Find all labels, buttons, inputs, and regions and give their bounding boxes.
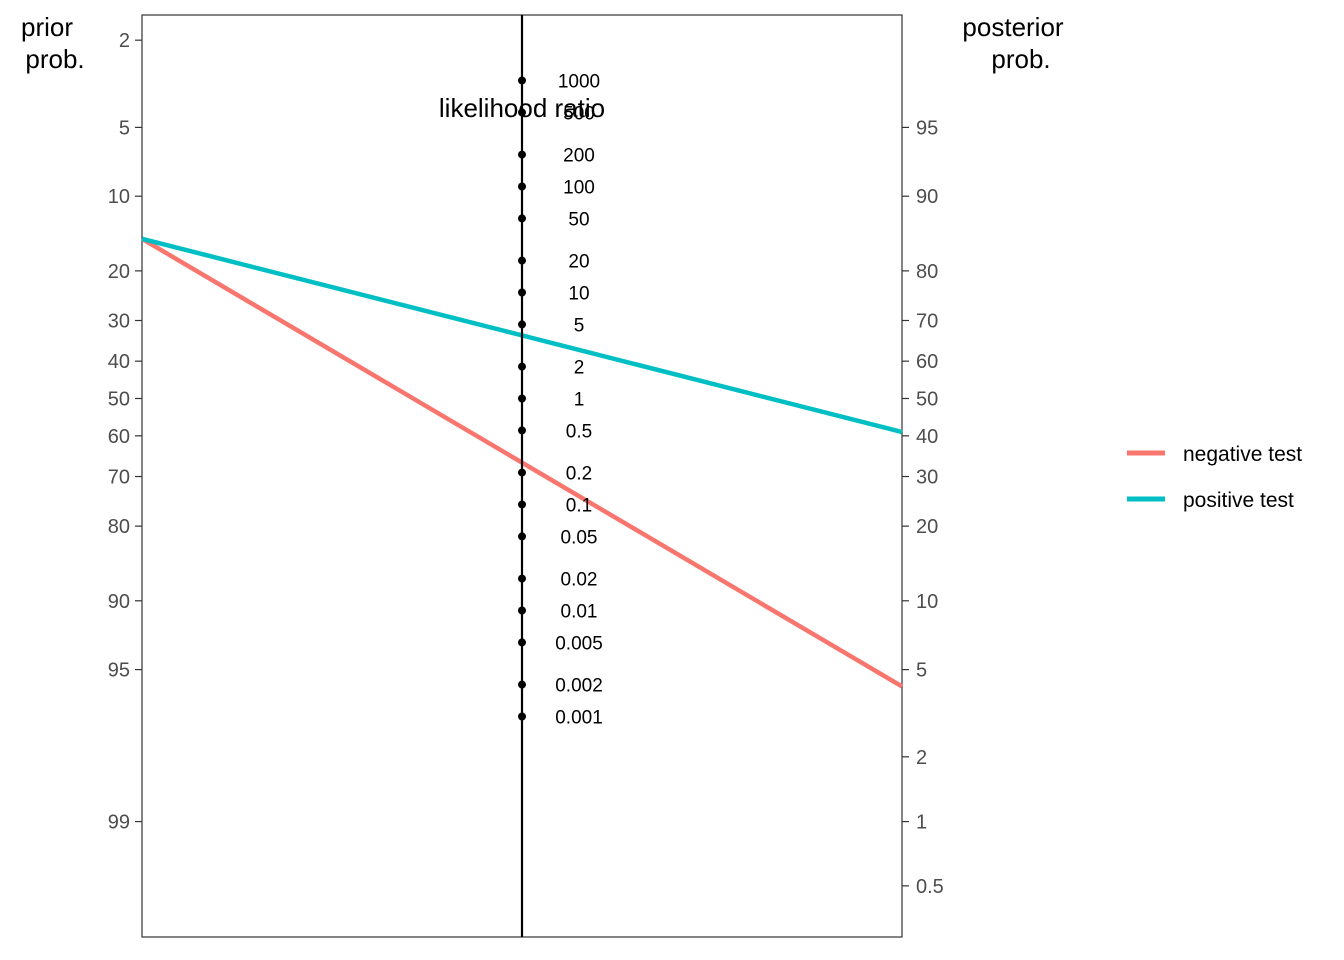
lr-tick-label: 0.01 [561, 602, 598, 623]
posterior-tick-label: 2 [916, 747, 927, 769]
lr-tick-label: 1 [574, 390, 585, 411]
lr-point [518, 680, 526, 689]
lr-tick-label: 0.02 [561, 570, 598, 591]
lr-tick-label: 200 [563, 146, 595, 167]
posterior-tick-label: 30 [916, 467, 938, 489]
lr-point [518, 76, 526, 85]
lr-tick-label: 1000 [558, 72, 600, 93]
posterior-tick-label: 20 [916, 516, 938, 538]
lr-tick-label: 100 [563, 178, 595, 199]
lr-tick-label: 500 [563, 103, 595, 124]
prior-tick-label: 40 [108, 351, 130, 373]
posterior-tick-label: 40 [916, 426, 938, 448]
prior-probability-axis: 0.10.20.51251020304050607080909599priorp… [21, 12, 142, 834]
lr-point [518, 362, 526, 371]
lr-point [518, 182, 526, 191]
prior-tick-label: 20 [108, 261, 130, 283]
lr-point [518, 574, 526, 583]
posterior-tick-label: 0.5 [916, 876, 944, 898]
lr-point [518, 606, 526, 615]
posterior-tick-label: 50 [916, 389, 938, 411]
lr-point [518, 256, 526, 265]
lr-point [518, 214, 526, 223]
lr-tick-label: 0.2 [566, 464, 592, 485]
prior-tick-label: 30 [108, 310, 130, 332]
lr-tick-label: 0.5 [566, 421, 592, 442]
prior-tick-label: 70 [108, 467, 130, 489]
lr-point [518, 426, 526, 435]
lr-point [518, 108, 526, 117]
lr-tick-label: 10 [568, 284, 589, 305]
lr-tick-label: 50 [568, 209, 589, 230]
posterior-tick-label: 1 [916, 812, 927, 834]
lr-point [518, 638, 526, 647]
lr-tick-label: 20 [568, 252, 589, 273]
lr-point [518, 532, 526, 541]
prior-tick-label: 60 [108, 426, 130, 448]
lr-tick-label: 0.005 [555, 633, 603, 654]
posterior-tick-label: 5 [916, 660, 927, 682]
posterior-tick-label: 80 [916, 261, 938, 283]
lr-tick-label: 0.1 [566, 496, 592, 517]
legend-label: negative test [1183, 443, 1302, 466]
prior-tick-label: 80 [108, 516, 130, 538]
lr-point [518, 468, 526, 477]
posterior-tick-label: 10 [916, 591, 938, 613]
legend: negative test positive test [1127, 443, 1302, 512]
posterior-tick-label: 70 [916, 310, 938, 332]
prior-tick-label: 99 [108, 812, 130, 834]
posterior-tick-label: 90 [916, 186, 938, 208]
lr-point [518, 320, 526, 329]
lr-tick-label: 0.05 [561, 527, 598, 548]
lr-tick-label: 0.001 [555, 708, 603, 729]
posterior-tick-label: 95 [916, 117, 938, 139]
lr-tick-label: 2 [574, 358, 585, 379]
legend-label: positive test [1183, 489, 1294, 512]
lr-point [518, 150, 526, 159]
prior-tick-label: 2 [119, 30, 130, 52]
lr-point [518, 394, 526, 403]
prior-axis-title: prob. [25, 44, 84, 74]
prior-tick-label: 95 [108, 660, 130, 682]
lr-tick-label: 5 [574, 315, 585, 336]
lr-point [518, 712, 526, 721]
posterior-tick-label: 60 [916, 351, 938, 373]
prior-tick-label: 90 [108, 591, 130, 613]
lr-point [518, 288, 526, 297]
posterior-axis-title: posterior [962, 12, 1063, 42]
lr-axis-title: likelihood ratio [439, 93, 605, 123]
posterior-axis-title: prob. [991, 44, 1050, 74]
prior-axis-title: prior [21, 12, 73, 42]
lr-point [518, 500, 526, 509]
prior-tick-label: 5 [119, 117, 130, 139]
prior-tick-label: 10 [108, 186, 130, 208]
lr-tick-label: 0.002 [555, 676, 603, 697]
posterior-probability-axis: 99959080706050403020105210.5posteriorpro… [902, 12, 1064, 898]
prior-tick-label: 50 [108, 389, 130, 411]
